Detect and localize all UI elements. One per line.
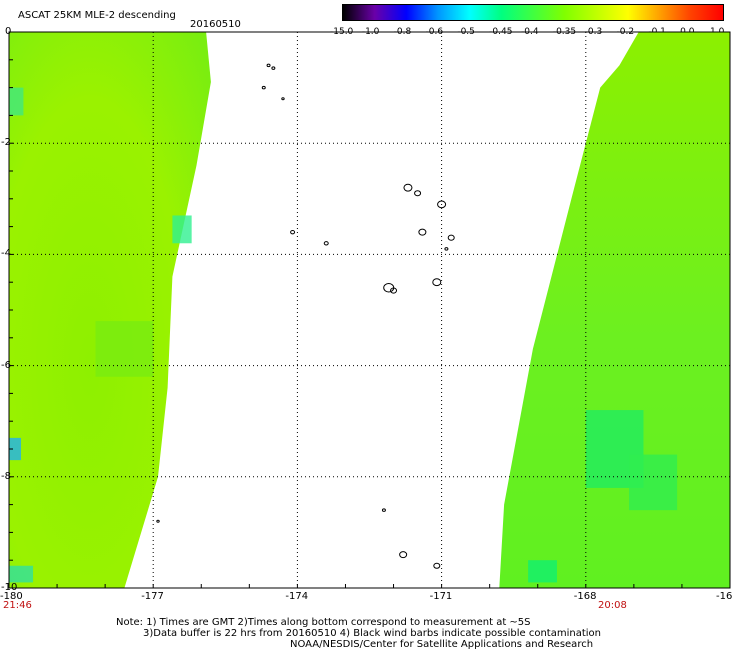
colorbar xyxy=(342,4,724,21)
island-outline xyxy=(266,63,271,68)
island-outline xyxy=(447,234,455,241)
latitude-tick-label: -2 xyxy=(1,137,11,149)
product-date: 20160510 xyxy=(190,19,241,30)
left-swath xyxy=(9,32,211,588)
longitude-tick-label: -168 xyxy=(573,591,597,602)
wind-patch xyxy=(95,321,154,377)
time-left-label: 21:46 xyxy=(3,600,32,611)
right-swath xyxy=(499,32,730,588)
island-outline xyxy=(432,278,442,287)
island-outline xyxy=(290,229,296,235)
island-outline xyxy=(418,228,427,236)
latitude-tick-label: -10 xyxy=(1,582,18,593)
latitude-tick-label: -6 xyxy=(1,359,11,371)
island-outline xyxy=(403,183,413,192)
island-outline xyxy=(156,519,160,523)
island-outline xyxy=(433,562,441,569)
latitude-tick-label: -4 xyxy=(1,248,11,260)
wind-patch xyxy=(629,454,678,511)
island-outline xyxy=(390,287,398,294)
wind-patch xyxy=(9,565,34,583)
island-outline xyxy=(381,508,386,512)
island-outline xyxy=(323,241,329,246)
longitude-tick-label: -177 xyxy=(141,591,164,602)
island-outline xyxy=(437,200,447,209)
island-outline xyxy=(261,85,266,90)
latitude-tick-label: 0 xyxy=(5,26,12,37)
island-outline xyxy=(414,190,422,197)
longitude-tick-label: -16 xyxy=(716,591,733,602)
wind-patch xyxy=(172,215,192,244)
island-outline xyxy=(271,66,276,70)
footer-credit: NOAA/NESDIS/Center for Satellite Applica… xyxy=(290,639,594,650)
island-outline xyxy=(281,97,285,101)
latitude-tick-label: -8 xyxy=(1,470,11,482)
product-title: ASCAT 25KM MLE-2 descending xyxy=(18,10,176,21)
longitude-tick-label: -171 xyxy=(429,591,453,602)
wind-patch xyxy=(528,560,557,583)
wind-patch xyxy=(9,87,24,116)
time-right-label: 20:08 xyxy=(598,600,627,611)
island-outline xyxy=(444,247,449,251)
longitude-tick-label: -174 xyxy=(285,591,309,602)
island-outline xyxy=(399,551,408,559)
footer-note-line2: 3)Data buffer is 22 hrs from 20160510 4)… xyxy=(143,628,601,639)
wind-patch xyxy=(9,437,22,461)
footer-note-line1: Note: 1) Times are GMT 2)Times along bot… xyxy=(116,617,531,628)
longitude-tick-label: -180 xyxy=(0,591,23,602)
